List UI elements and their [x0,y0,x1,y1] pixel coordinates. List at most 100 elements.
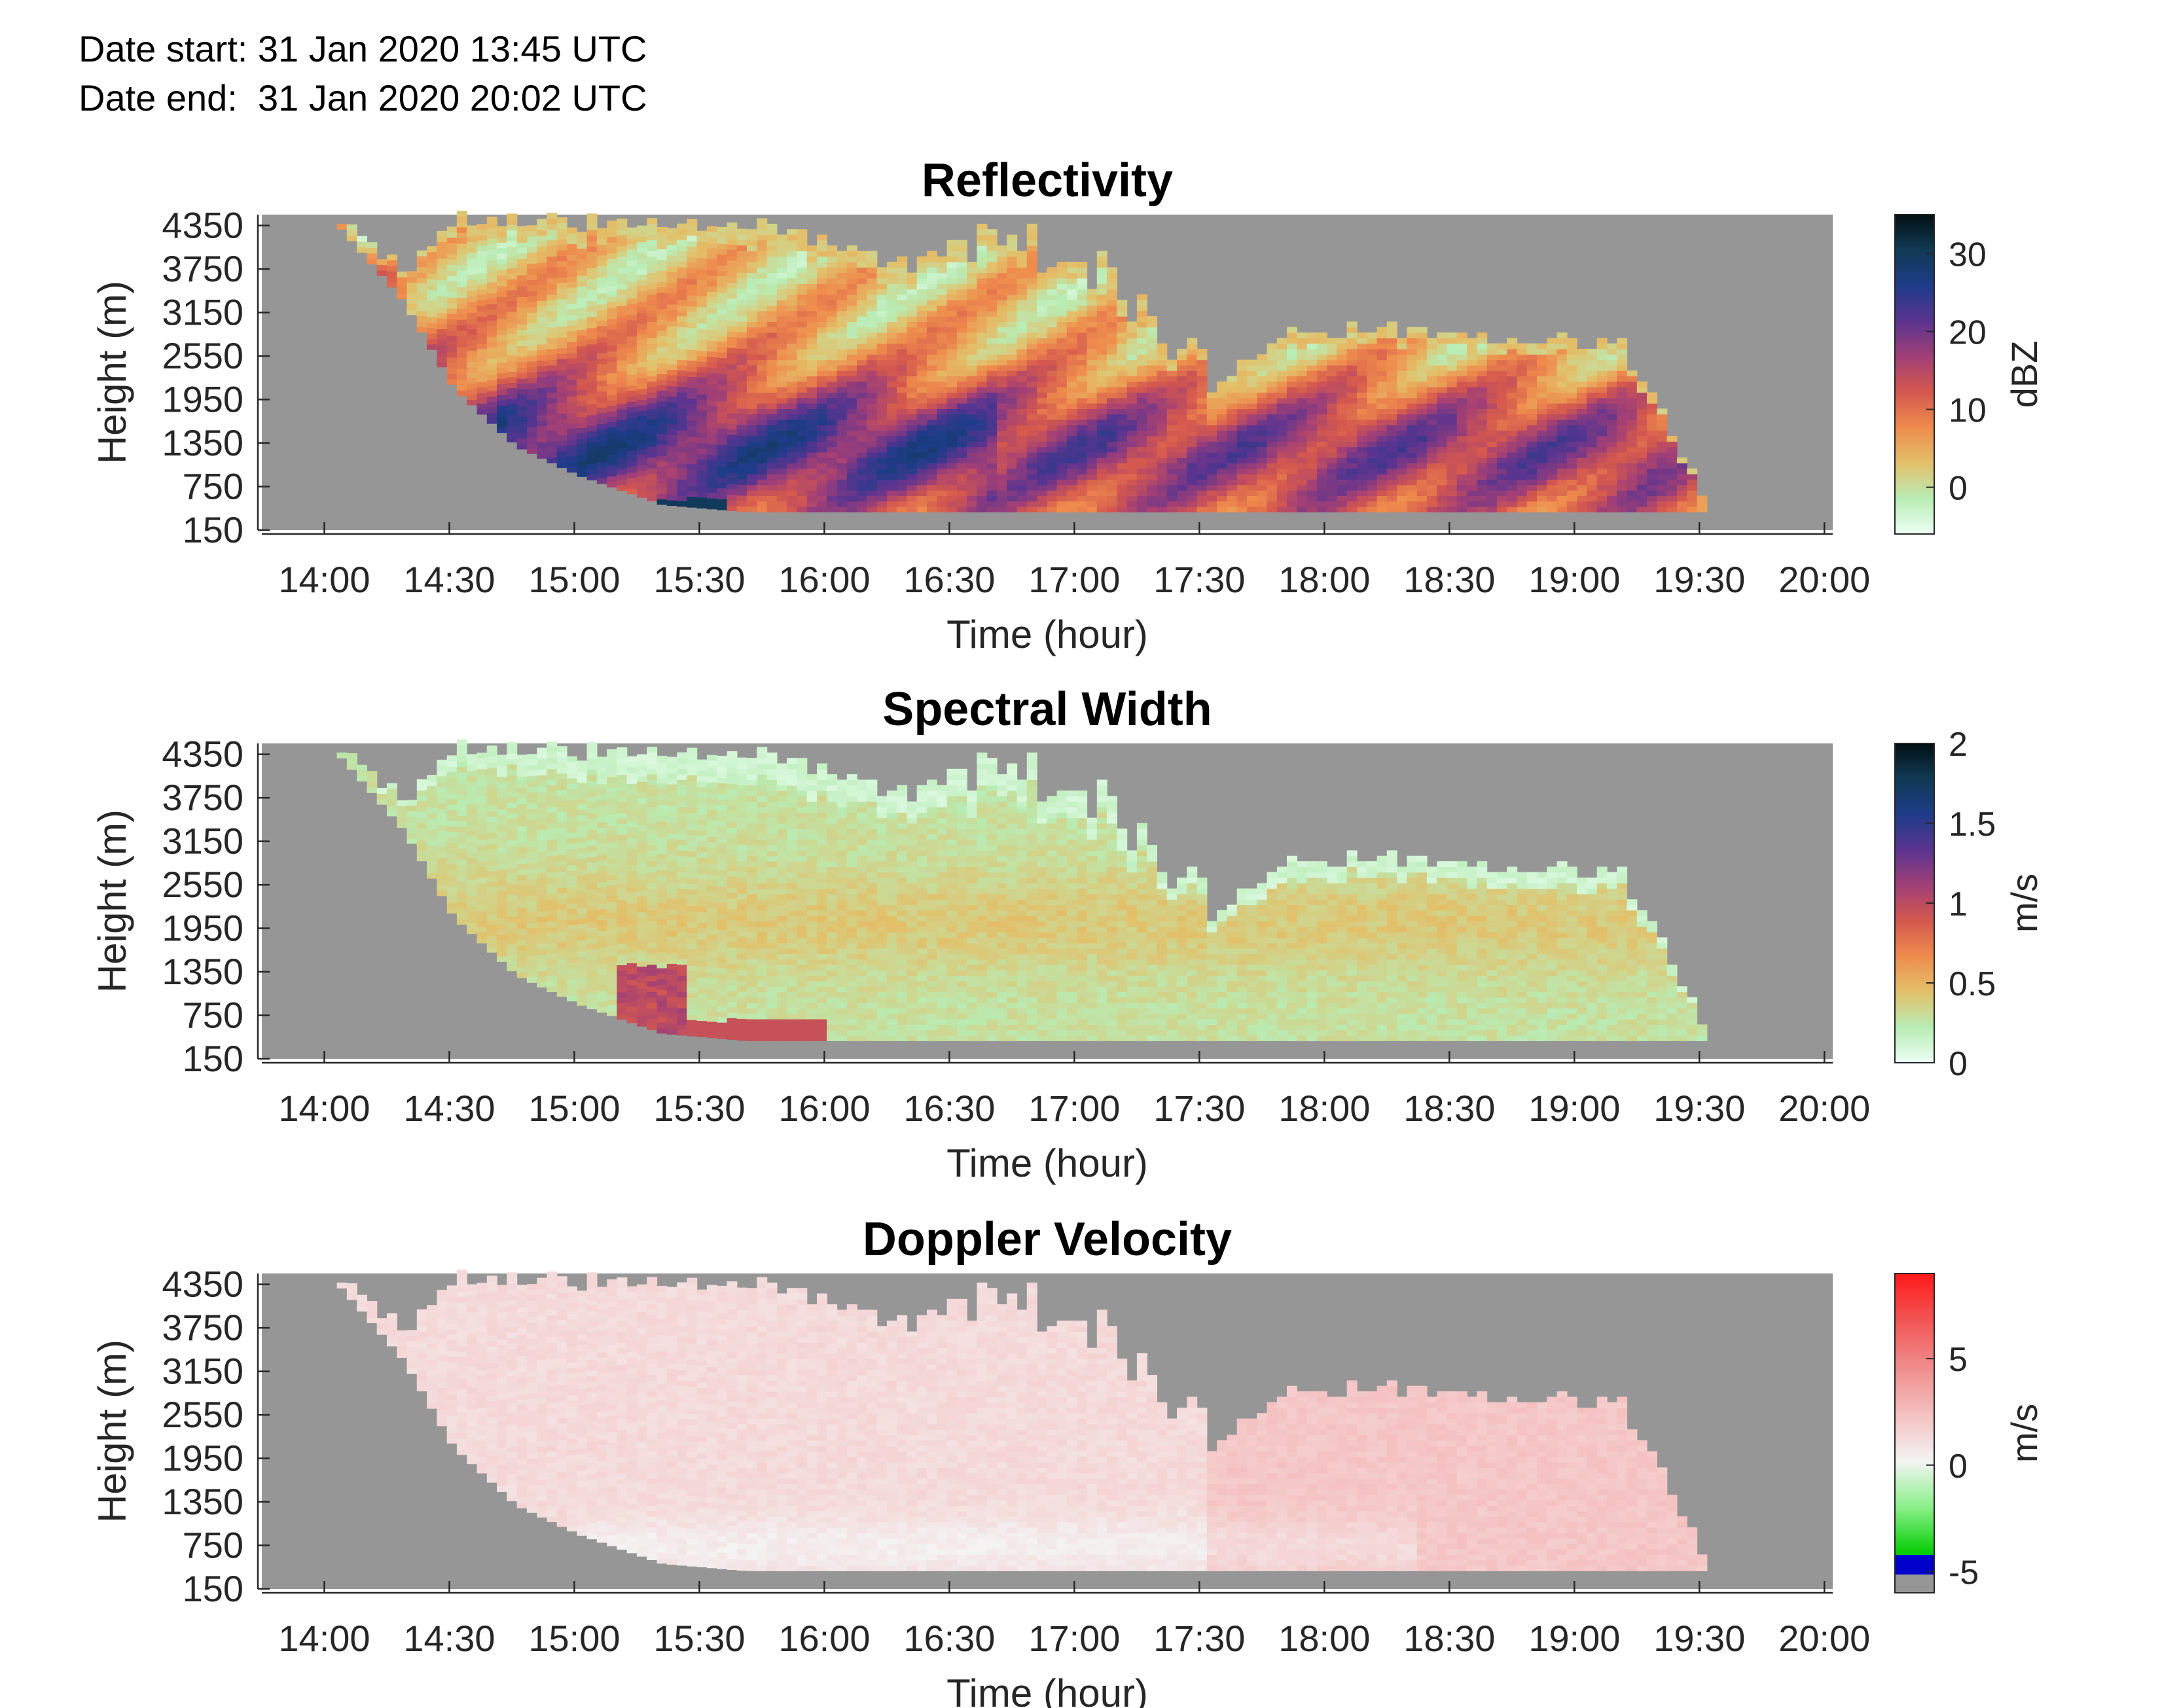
echo-cell [1496,359,1507,366]
echo-cell [556,451,567,457]
echo-cell [1107,278,1117,284]
echo-cell [617,349,628,355]
echo-cell [626,429,638,435]
echo-cell [1467,468,1477,474]
echo-cell [916,457,927,464]
echo-cell [647,223,658,230]
echo-cell [507,355,518,361]
echo-cell [1197,365,1208,371]
echo-cell [1636,468,1647,474]
echo-cell [526,301,537,308]
echo-cell [806,343,818,349]
echo-cell [477,359,488,366]
echo-cell [1596,354,1608,361]
echo-cell [876,397,888,404]
echo-cell [507,219,518,225]
echo-cell [1147,501,1157,507]
echo-cell [897,256,908,262]
echo-cell [967,452,977,458]
echo-cell [647,397,658,404]
echo-cell [1047,387,1058,393]
echo-cell [437,350,448,357]
echo-cell [1017,272,1028,279]
echo-cell [1486,430,1498,436]
echo-cell [706,449,717,455]
echo-cell [706,487,717,493]
echo-cell [1056,397,1068,404]
echo-cell [967,267,977,274]
echo-cell [1507,463,1518,469]
echo-cell [747,419,757,425]
echo-cell [416,283,427,289]
echo-cell [876,278,888,284]
echo-cell [937,479,948,486]
echo-cell [1407,370,1418,377]
echo-cell [687,442,698,448]
echo-cell [1306,408,1318,415]
echo-cell [1077,468,1088,474]
echo-cell [1607,408,1617,415]
echo-cell [727,499,738,506]
echo-cell [1607,441,1617,448]
echo-cell [1346,338,1358,344]
echo-cell [897,267,908,274]
echo-cell [636,263,647,270]
echo-cell [797,392,808,399]
echo-cell [577,253,588,260]
echo-cell [997,300,1007,306]
echo-cell [1596,343,1608,349]
echo-cell [1257,430,1268,436]
echo-cell [1477,457,1488,464]
echo-cell [956,370,967,377]
echo-cell [717,368,728,374]
echo-cell [727,369,738,376]
echo-cell [596,423,607,430]
echo-cell [857,468,867,474]
echo-cell [1547,484,1558,491]
echo-cell [1456,484,1467,491]
echo-cell [837,468,848,474]
echo-cell [916,354,927,361]
echo-cell [1017,332,1028,338]
echo-cell [626,368,638,375]
echo-cell [1166,381,1178,387]
echo-cell [837,272,848,279]
echo-cell [437,307,448,313]
echo-cell [1566,365,1577,371]
echo-cell [1357,381,1367,387]
echo-cell [626,472,638,478]
echo-cell [636,279,647,286]
echo-cell [757,484,768,491]
echo-cell [1507,387,1518,393]
echo-cell [1416,490,1428,496]
echo-cell [577,471,588,477]
echo-cell [827,305,838,311]
echo-cell [1647,403,1657,409]
echo-cell [1136,392,1147,399]
echo-cell [766,272,778,279]
echo-cell [1456,441,1467,448]
echo-cell [507,241,518,247]
echo-cell [687,469,698,475]
echo-cell [886,343,897,349]
echo-cell [1426,468,1437,474]
echo-cell [1316,463,1327,469]
echo-cell [1187,452,1198,458]
echo-cell [1456,463,1467,469]
echo-cell [1066,283,1077,290]
echo-cell [846,507,857,512]
echo-cell [1456,436,1467,442]
echo-cell [1526,474,1538,480]
echo-cell [1517,381,1528,387]
echo-cell [1416,501,1428,507]
echo-cell [1517,463,1528,469]
echo-cell [1017,370,1028,377]
echo-cell [526,393,537,400]
echo-cell [1026,240,1037,246]
echo-cell [626,467,638,473]
echo-cell [1537,495,1547,502]
echo-cell [586,311,598,317]
echo-cell [586,317,598,323]
echo-cell [1496,457,1507,464]
echo-cell [1437,354,1448,361]
